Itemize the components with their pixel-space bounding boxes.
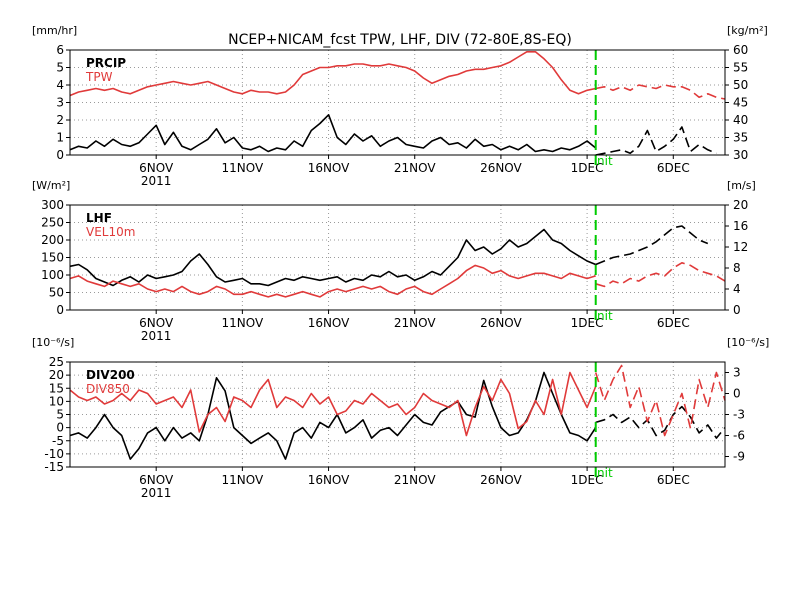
left-tick-label: 2 <box>56 113 64 127</box>
series-line-vel10m <box>69 264 596 298</box>
x-tick-label: 11NOV <box>222 473 264 487</box>
x-year-label: 2011 <box>141 174 172 188</box>
left-tick-label: -15 <box>44 460 64 474</box>
x-tick-label: 11NOV <box>222 316 264 330</box>
right-tick-label: 40 <box>733 113 748 127</box>
x-tick-label: 16NOV <box>308 316 350 330</box>
x-tick-label: 21NOV <box>394 473 436 487</box>
series-line-vel10m-forecast <box>595 261 726 288</box>
right-tick-label: 0 <box>733 387 741 401</box>
panel-frame <box>69 204 726 311</box>
legend-label: DIV200 <box>86 368 135 382</box>
x-tick-label: 6DEC <box>657 316 690 330</box>
left-tick-label: 1 <box>56 131 64 145</box>
left-tick-label: 0 <box>56 303 64 317</box>
x-tick-label: 26NOV <box>480 473 522 487</box>
x-tick-label: 6NOV <box>139 316 174 330</box>
legend-label: TPW <box>85 70 113 84</box>
series-line-div850-forecast <box>594 364 726 437</box>
init-label: init <box>594 466 613 480</box>
left-tick-label: 100 <box>41 268 64 282</box>
series-line-prcip-forecast <box>595 126 717 156</box>
x-tick-label: 21NOV <box>394 316 436 330</box>
left-tick-label: 6 <box>56 43 64 57</box>
legend-label: DIV850 <box>86 382 130 396</box>
series-line-lhf-forecast <box>595 225 709 266</box>
panel-frame <box>69 361 726 468</box>
x-tick-label: 26NOV <box>480 316 522 330</box>
left-tick-label: 3 <box>56 96 64 110</box>
left-tick-label: 5 <box>56 61 64 75</box>
x-year-label: 2011 <box>141 486 172 500</box>
left-tick-label: 25 <box>49 355 64 369</box>
left-unit-label: [mm/hr] <box>32 24 77 37</box>
series-line-div200 <box>69 371 597 460</box>
series-line-div850 <box>69 371 597 437</box>
left-unit-label: [W/m²] <box>32 179 70 192</box>
series-line-tpw-forecast <box>595 84 726 100</box>
right-tick-label: 30 <box>733 148 748 162</box>
x-tick-label: 16NOV <box>308 473 350 487</box>
right-tick-label: 55 <box>733 61 748 75</box>
left-tick-label: 50 <box>49 286 64 300</box>
init-label: init <box>594 154 613 168</box>
x-tick-label: 6NOV <box>139 473 174 487</box>
left-tick-label: 0 <box>56 421 64 435</box>
right-unit-label: [kg/m²] <box>727 24 768 37</box>
x-tick-label: 6DEC <box>657 473 690 487</box>
init-label: init <box>594 309 613 323</box>
panel-frame <box>69 49 726 156</box>
series-line-prcip <box>69 114 597 153</box>
left-tick-label: 5 <box>56 408 64 422</box>
left-tick-label: 200 <box>41 233 64 247</box>
x-tick-label: 21NOV <box>394 161 436 175</box>
legend-label: PRCIP <box>86 56 126 70</box>
x-tick-label: 6DEC <box>657 161 690 175</box>
right-tick-label: 0 <box>733 303 741 317</box>
right-tick-label: 8 <box>733 261 741 275</box>
right-tick-label: 60 <box>733 43 748 57</box>
right-tick-label: 45 <box>733 96 748 110</box>
right-tick-label: -6 <box>733 429 745 443</box>
series-line-lhf <box>69 228 597 287</box>
left-tick-label: 20 <box>49 368 64 382</box>
legend-label: VEL10m <box>86 225 135 239</box>
right-tick-label: 20 <box>733 198 748 212</box>
x-tick-label: 11NOV <box>222 161 264 175</box>
left-tick-label: 4 <box>56 78 64 92</box>
x-tick-label: 16NOV <box>308 161 350 175</box>
left-tick-label: 0 <box>56 148 64 162</box>
right-unit-label: [10⁻⁶/s] <box>727 336 769 349</box>
left-tick-label: 10 <box>49 394 64 408</box>
x-year-label: 2011 <box>141 329 172 343</box>
x-tick-label: 26NOV <box>480 161 522 175</box>
left-tick-label: 150 <box>41 251 64 265</box>
right-tick-label: 16 <box>733 219 748 233</box>
right-tick-label: 4 <box>733 282 741 296</box>
right-tick-label: -9 <box>733 450 745 464</box>
left-tick-label: 15 <box>49 381 64 395</box>
panel-middle: 0 50 100 150 200 250 300 0 4 8 12 16 20 6NOV 11NOV 16NO… <box>32 179 756 343</box>
left-tick-label: -5 <box>52 434 64 448</box>
right-unit-label: [m/s] <box>727 179 756 192</box>
right-tick-label: 12 <box>733 240 748 254</box>
right-tick-label: 3 <box>733 366 741 380</box>
left-tick-label: 250 <box>41 216 64 230</box>
x-tick-label: 6NOV <box>139 161 174 175</box>
right-tick-label: 35 <box>733 131 748 145</box>
right-tick-label: -3 <box>733 408 745 422</box>
chart-title: NCEP+NICAM_fcst TPW, LHF, DIV (72-80E,8S… <box>228 32 572 48</box>
left-unit-label: [10⁻⁶/s] <box>32 336 74 349</box>
right-tick-label: 50 <box>733 78 748 92</box>
left-tick-label: -10 <box>44 447 64 461</box>
series-line-tpw <box>69 50 596 97</box>
left-tick-label: 300 <box>41 198 64 212</box>
legend-label: LHF <box>86 211 112 225</box>
